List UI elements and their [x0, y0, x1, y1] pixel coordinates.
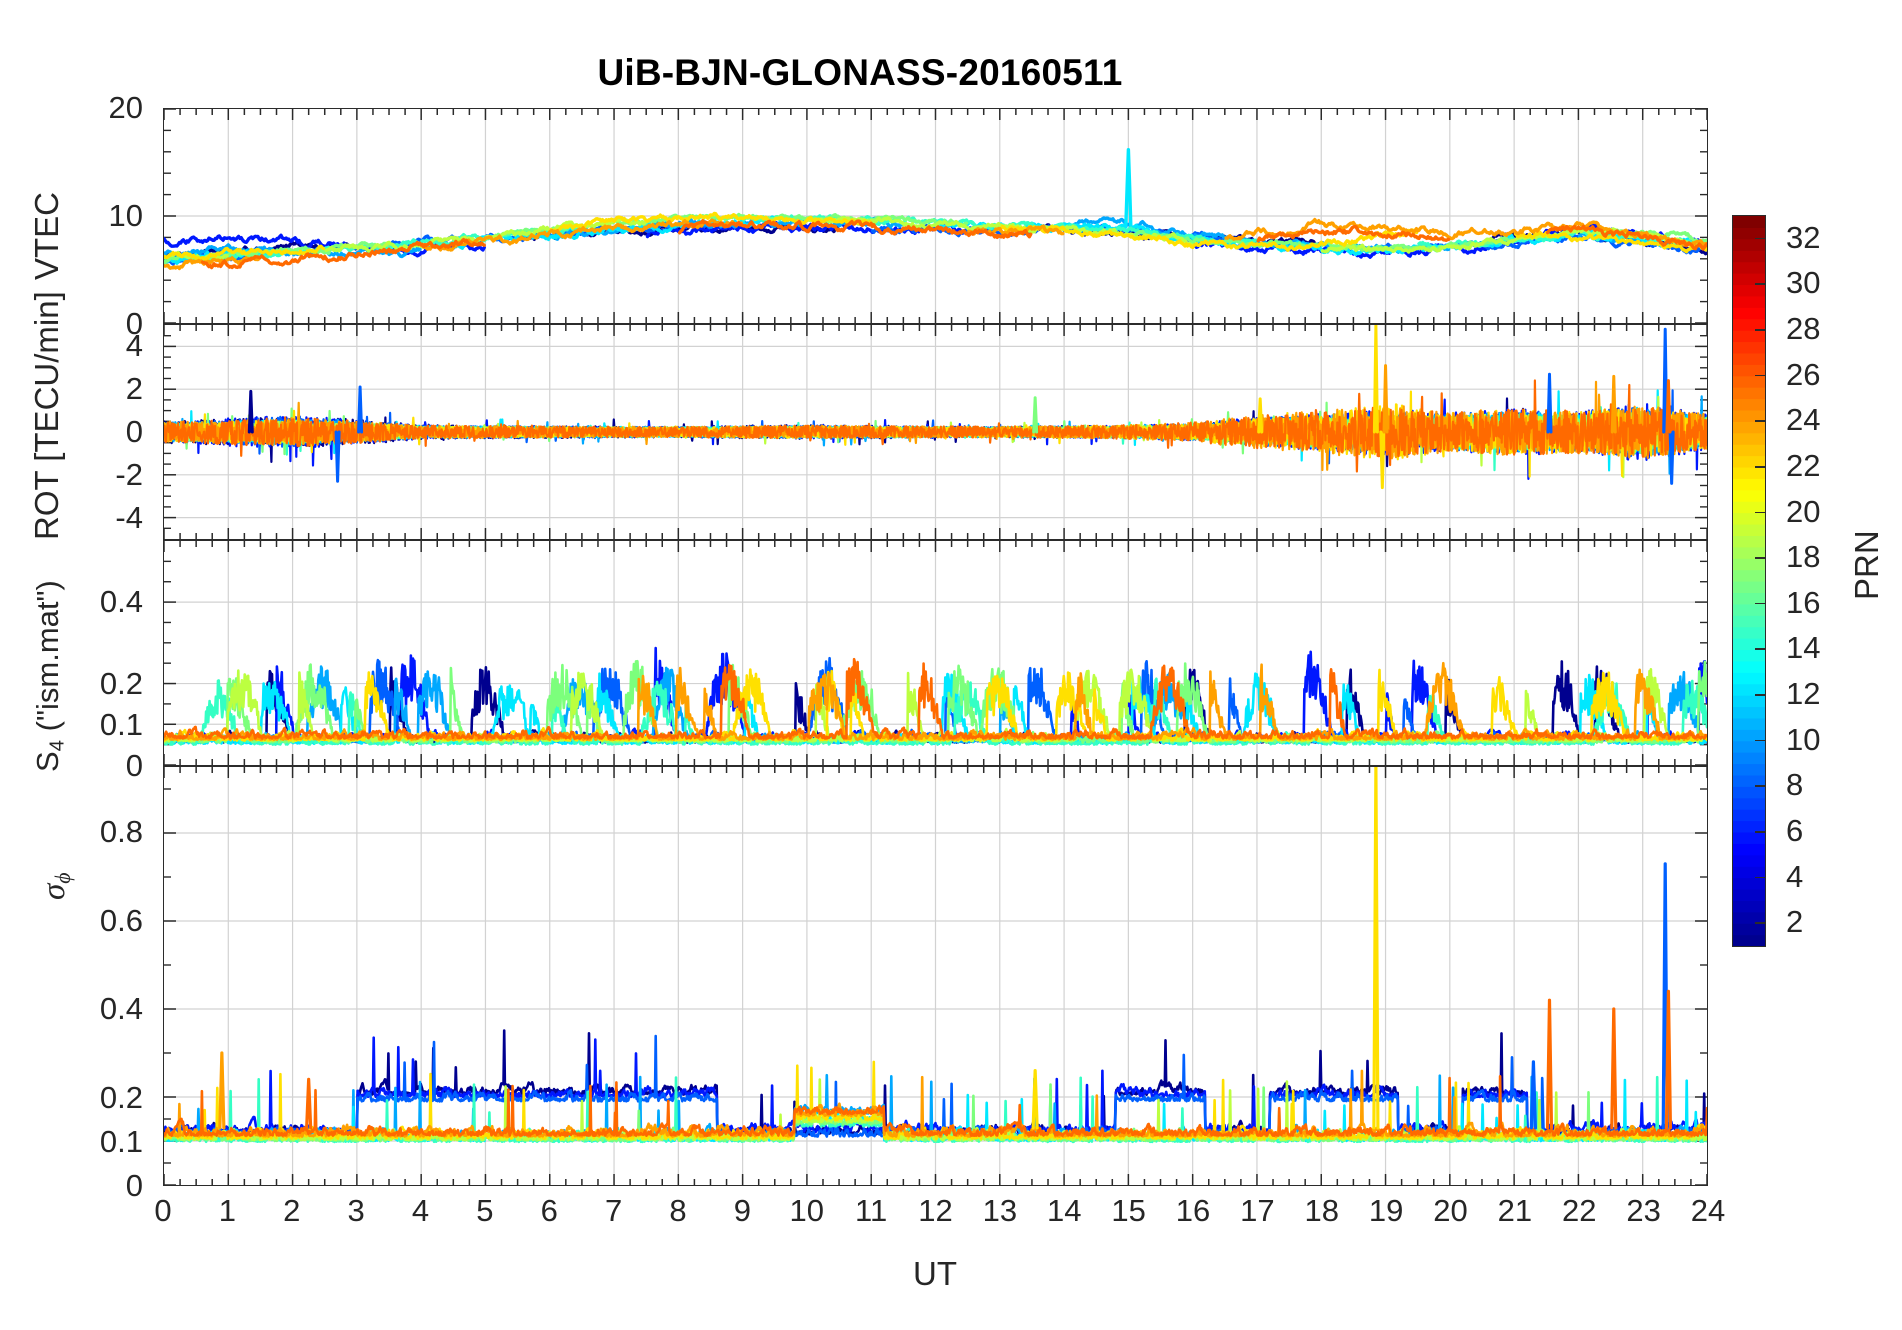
x-tick-label: 15 — [1111, 1193, 1146, 1228]
panel-s4-ylabel: S4 ("ism.mat") — [30, 580, 69, 772]
x-tick-label: 10 — [789, 1193, 824, 1228]
colorbar-tick-mark — [1755, 602, 1766, 605]
y-tick-label: 4 — [125, 327, 143, 363]
y-tick-label: 0.4 — [99, 583, 143, 619]
panel-rot-yticks: -4 -2 0 2 4 — [48, 324, 153, 540]
y-tick-label: 10 — [108, 198, 143, 233]
panel-sigma-phi-yticks: 0 0.1 0.2 0.4 0.6 0.8 — [48, 766, 153, 1203]
colorbar-tick-mark — [1755, 511, 1766, 514]
y-tick-label: 0 — [125, 306, 143, 341]
panel-rot-ylabel: ROT [TECU/min] — [28, 291, 65, 540]
colorbar[interactable] — [1732, 215, 1766, 947]
colorbar-tick-mark — [1755, 557, 1766, 559]
colorbar-tick-label: 26 — [1786, 356, 1821, 392]
panel-vtec-yticks: 0 10 20 — [48, 90, 153, 341]
figure-title: UiB-BJN-GLONASS-20160511 — [597, 52, 1123, 93]
x-tick-label: 16 — [1175, 1193, 1211, 1228]
colorbar-tick-label: 4 — [1786, 858, 1804, 894]
colorbar-tick-label: 2 — [1786, 904, 1804, 940]
x-tick-label: 21 — [1497, 1193, 1533, 1228]
x-tick-label: 7 — [605, 1193, 623, 1228]
y-tick-label: 0.8 — [99, 814, 143, 850]
x-tick-label: 8 — [669, 1193, 687, 1228]
panel-sigma-phi — [163, 766, 1708, 1186]
panel-sigma-phi-ylabel: σϕ — [36, 872, 76, 900]
colorbar-tick-mark — [1755, 922, 1766, 924]
colorbar-tick-mark — [1755, 785, 1766, 787]
y-tick-label: 0.4 — [99, 991, 143, 1027]
x-tick-label: 1 — [218, 1193, 236, 1228]
x-tick-label: 18 — [1304, 1193, 1339, 1228]
panel-vtec-ylabel: VTEC — [28, 191, 65, 280]
panel-rot — [163, 324, 1708, 540]
y-tick-label: -2 — [115, 457, 143, 493]
colorbar-tick-label: 32 — [1786, 219, 1821, 255]
colorbar-tick-label: 10 — [1786, 721, 1821, 757]
x-axis-label: UT — [913, 1255, 957, 1292]
x-tick-label: 24 — [1690, 1193, 1726, 1228]
colorbar-tick-mark — [1755, 374, 1766, 377]
x-tick-label: 4 — [411, 1193, 430, 1228]
colorbar-tick-mark — [1755, 739, 1766, 742]
colorbar-tick-label: 18 — [1786, 539, 1821, 575]
colorbar-tick-label: 6 — [1786, 812, 1804, 848]
colorbar-tick-mark — [1755, 694, 1766, 696]
y-tick-label: 0.1 — [99, 1123, 143, 1159]
x-tick-label: 11 — [855, 1193, 888, 1228]
y-tick-label: 0.2 — [99, 665, 143, 701]
x-tick-label: 12 — [918, 1193, 953, 1228]
x-tick-label: 9 — [733, 1193, 751, 1228]
colorbar-tick-mark — [1755, 648, 1766, 651]
y-tick-label: 0.2 — [99, 1079, 143, 1115]
colorbar-tick-mark — [1755, 329, 1766, 331]
y-tick-label: 2 — [125, 370, 143, 406]
x-tick-label: 17 — [1240, 1193, 1275, 1228]
panel-s4 — [163, 540, 1708, 766]
colorbar-tick-label: 20 — [1786, 493, 1821, 529]
x-tick-label: 0 — [154, 1193, 172, 1228]
colorbar-tick-mark — [1755, 876, 1766, 879]
colorbar-tick-label: 14 — [1786, 630, 1821, 666]
colorbar-tick-label: 22 — [1786, 447, 1821, 483]
x-tick-label: 22 — [1562, 1193, 1597, 1228]
x-tick-label: 3 — [347, 1193, 365, 1228]
colorbar-tick-mark — [1755, 283, 1766, 286]
colorbar-tick-mark — [1755, 237, 1766, 240]
x-tick-label: 19 — [1368, 1193, 1404, 1228]
y-tick-label: 0.1 — [99, 706, 143, 742]
colorbar-label: PRN — [1848, 530, 1885, 600]
colorbar-tick-label: 12 — [1786, 676, 1821, 712]
colorbar-tick-mark — [1755, 830, 1766, 833]
y-tick-label: -4 — [115, 500, 143, 536]
colorbar-tick-label: 30 — [1786, 265, 1821, 301]
x-tick-label: 14 — [1047, 1193, 1082, 1228]
colorbar-tick-mark — [1755, 465, 1766, 468]
x-tick-label: 23 — [1626, 1193, 1661, 1228]
panel-s4-yticks: 0 0.1 0.2 0.4 — [48, 540, 153, 783]
colorbar-tick-label: 8 — [1786, 767, 1804, 803]
colorbar-tick-mark — [1755, 420, 1766, 422]
y-tick-label: 0 — [125, 748, 143, 783]
y-tick-label: 0 — [125, 414, 143, 449]
colorbar-tick-label: 24 — [1786, 402, 1821, 438]
x-tick-label: 20 — [1433, 1193, 1468, 1228]
x-tick-label: 5 — [476, 1193, 494, 1228]
y-tick-label: 0.6 — [99, 902, 143, 938]
x-tick-label: 2 — [283, 1193, 301, 1228]
y-tick-label: 0 — [125, 1168, 143, 1203]
y-tick-label: 20 — [108, 90, 143, 125]
x-tick-label: 13 — [982, 1193, 1018, 1228]
panel-vtec — [163, 108, 1708, 324]
colorbar-tick-label: 28 — [1786, 311, 1821, 347]
x-tick-label: 6 — [540, 1193, 558, 1228]
colorbar-tick-label: 16 — [1786, 584, 1821, 620]
